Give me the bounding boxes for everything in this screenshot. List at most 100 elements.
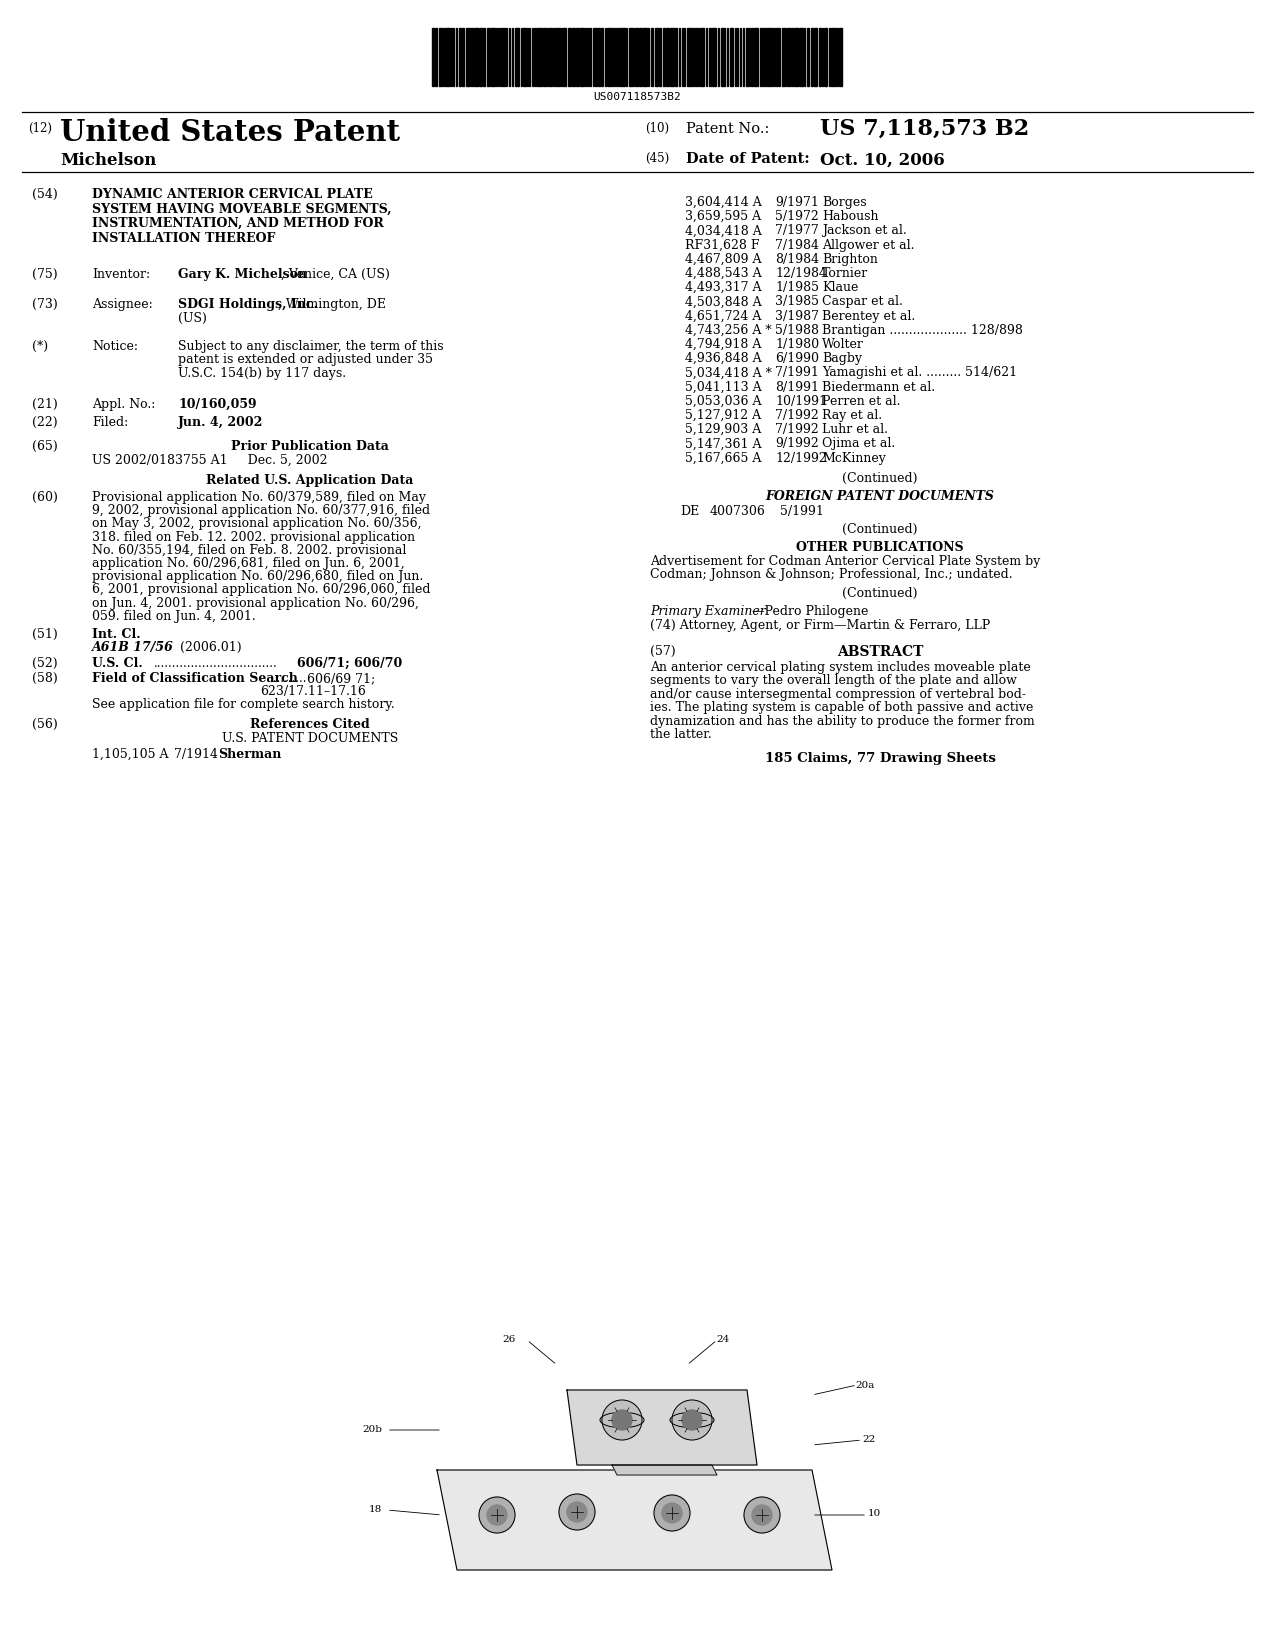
Bar (435, 28, 436, 86)
Bar (655, 28, 658, 86)
Text: (56): (56) (32, 718, 57, 731)
Text: Oct. 10, 2006: Oct. 10, 2006 (820, 152, 945, 168)
Text: (60): (60) (32, 492, 57, 503)
Text: Primary Examiner: Primary Examiner (650, 606, 766, 617)
Bar (811, 28, 812, 86)
Text: 9/1971: 9/1971 (775, 196, 819, 210)
Text: (Continued): (Continued) (843, 587, 918, 601)
Bar (555, 28, 557, 86)
Text: Brantigan .................... 128/898: Brantigan .................... 128/898 (822, 323, 1023, 337)
Text: 3/1985: 3/1985 (775, 295, 819, 309)
Text: Allgower et al.: Allgower et al. (822, 239, 914, 251)
Text: 4,651,724 A: 4,651,724 A (685, 310, 761, 323)
Text: (54): (54) (32, 188, 57, 201)
Text: Gary K. Michelson: Gary K. Michelson (179, 267, 307, 280)
Bar (813, 28, 816, 86)
Text: Ojima et al.: Ojima et al. (822, 437, 895, 450)
Text: 185 Claims, 77 Drawing Sheets: 185 Claims, 77 Drawing Sheets (765, 752, 996, 766)
Text: United States Patent: United States Patent (60, 119, 400, 147)
Bar (776, 28, 778, 86)
Text: (45): (45) (645, 152, 669, 165)
Text: 7/1992: 7/1992 (775, 409, 819, 422)
Text: RF31,628 F: RF31,628 F (685, 239, 760, 251)
Text: 4,493,317 A: 4,493,317 A (685, 280, 761, 294)
Text: 606/69 71;: 606/69 71; (307, 672, 375, 685)
Bar (482, 28, 484, 86)
Bar (473, 28, 478, 86)
Text: Inventor:: Inventor: (92, 267, 150, 280)
Bar (611, 28, 613, 86)
Text: ..........: .......... (270, 672, 307, 685)
Text: dynamization and has the ability to produce the former from: dynamization and has the ability to prod… (650, 714, 1035, 728)
Bar (831, 28, 833, 86)
Bar (790, 28, 793, 86)
Bar (515, 28, 519, 86)
Text: 1,105,105 A: 1,105,105 A (92, 747, 168, 761)
Bar (576, 28, 579, 86)
Text: (57): (57) (650, 645, 676, 658)
Text: 20a: 20a (856, 1381, 875, 1391)
Text: 4,743,256 A *: 4,743,256 A * (685, 323, 771, 337)
Bar (746, 28, 747, 86)
Text: 10/160,059: 10/160,059 (179, 398, 256, 411)
Text: 3,659,595 A: 3,659,595 A (685, 210, 761, 223)
Text: 318. filed on Feb. 12. 2002. provisional application: 318. filed on Feb. 12. 2002. provisional… (92, 531, 416, 543)
Text: DE: DE (680, 505, 699, 518)
Text: (Continued): (Continued) (843, 472, 918, 485)
Bar (709, 28, 710, 86)
Text: 3,604,414 A: 3,604,414 A (685, 196, 761, 210)
Text: Klaue: Klaue (822, 280, 858, 294)
Text: application No. 60/296,681, filed on Jun. 6, 2001,: application No. 60/296,681, filed on Jun… (92, 558, 404, 569)
Text: 1/1980: 1/1980 (775, 338, 819, 351)
Text: 10: 10 (867, 1510, 881, 1518)
Text: No. 60/355,194, filed on Feb. 8. 2002. provisional: No. 60/355,194, filed on Feb. 8. 2002. p… (92, 544, 407, 556)
Text: 7/1991: 7/1991 (775, 366, 819, 380)
Text: 9, 2002, provisional application No. 60/377,916, filed: 9, 2002, provisional application No. 60/… (92, 505, 430, 516)
Bar (432, 28, 434, 86)
Text: 4007306: 4007306 (710, 505, 766, 518)
Text: 26: 26 (502, 1335, 515, 1343)
Text: (Continued): (Continued) (843, 523, 918, 536)
Text: Codman; Johnson & Johnson; Professional, Inc.; undated.: Codman; Johnson & Johnson; Professional,… (650, 568, 1012, 581)
Bar (839, 28, 842, 86)
Text: Yamagishi et al. ......... 514/621: Yamagishi et al. ......... 514/621 (822, 366, 1017, 380)
Circle shape (479, 1497, 515, 1533)
Text: Filed:: Filed: (92, 416, 129, 429)
Text: 8/1991: 8/1991 (775, 381, 819, 394)
Text: U.S. Cl.: U.S. Cl. (92, 657, 143, 670)
Text: (US): (US) (179, 312, 207, 325)
Text: Ray et al.: Ray et al. (822, 409, 882, 422)
Text: 9/1992: 9/1992 (775, 437, 819, 450)
Bar (751, 28, 752, 86)
Bar (538, 28, 542, 86)
Text: 5/1988: 5/1988 (775, 323, 819, 337)
Text: Michelson: Michelson (60, 152, 157, 168)
Bar (439, 28, 441, 86)
Text: An anterior cervical plating system includes moveable plate: An anterior cervical plating system incl… (650, 660, 1030, 673)
Bar (546, 28, 547, 86)
Bar (520, 28, 521, 86)
Bar (487, 28, 490, 86)
Text: segments to vary the overall length of the plate and allow: segments to vary the overall length of t… (650, 675, 1017, 688)
Text: Assignee:: Assignee: (92, 299, 153, 310)
Bar (824, 28, 827, 86)
Text: Jackson et al.: Jackson et al. (822, 224, 907, 238)
Bar (695, 28, 697, 86)
Text: US007118573B2: US007118573B2 (593, 92, 681, 102)
Bar (462, 28, 464, 86)
Bar (629, 28, 632, 86)
Text: OTHER PUBLICATIONS: OTHER PUBLICATIONS (796, 541, 964, 554)
Polygon shape (612, 1465, 717, 1475)
Bar (558, 28, 560, 86)
Text: .................................: ................................. (154, 657, 278, 670)
Text: 059. filed on Jun. 4, 2001.: 059. filed on Jun. 4, 2001. (92, 610, 256, 622)
Text: on May 3, 2002, provisional application No. 60/356,: on May 3, 2002, provisional application … (92, 518, 422, 530)
Text: See application file for complete search history.: See application file for complete search… (92, 698, 395, 711)
Bar (799, 28, 803, 86)
Text: 4,488,543 A: 4,488,543 A (685, 267, 761, 280)
Bar (711, 28, 715, 86)
Text: Wolter: Wolter (822, 338, 864, 351)
Text: Brighton: Brighton (822, 252, 878, 266)
Bar (686, 28, 691, 86)
Bar (782, 28, 785, 86)
